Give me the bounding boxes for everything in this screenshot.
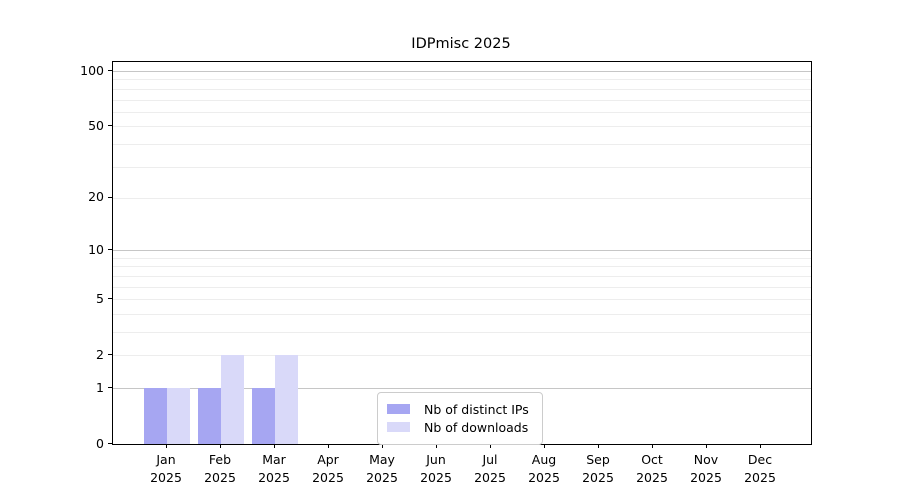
gridline-minor: [113, 111, 811, 113]
x-tick-month: Feb: [208, 452, 232, 467]
legend-swatch-distinct-ips: [387, 404, 410, 414]
y-tick-mark: [108, 354, 112, 356]
y-tick-label: 100: [80, 62, 104, 78]
x-tick-label: Dec 2025: [744, 451, 776, 487]
x-tick-label: May 2025: [366, 451, 398, 487]
x-tick-mark: [598, 444, 600, 448]
gridline-minor: [113, 355, 811, 357]
x-tick-label: Sep 2025: [582, 451, 614, 487]
plot-area: [112, 61, 812, 445]
gridline-major: [113, 250, 811, 252]
y-tick-mark: [108, 298, 112, 300]
x-tick-mark: [166, 444, 168, 448]
chart-title: IDPmisc 2025: [411, 36, 511, 52]
x-tick-label: Aug 2025: [528, 451, 560, 487]
x-tick-label: Feb 2025: [204, 451, 236, 487]
gridline-minor: [113, 266, 811, 268]
y-tick-label: 50: [88, 117, 104, 133]
gridline-minor: [113, 79, 811, 81]
x-tick-month: Dec: [747, 452, 773, 467]
x-tick-label: Jan 2025: [150, 451, 182, 487]
x-tick-mark: [544, 444, 546, 448]
y-tick-label: 5: [96, 290, 104, 306]
x-tick-month: Jan: [156, 452, 176, 467]
x-tick-month: May: [369, 452, 395, 467]
legend-label-distinct-ips: Nb of distinct IPs: [424, 401, 529, 417]
x-tick-month: Aug: [531, 452, 557, 467]
x-tick-month: Mar: [262, 452, 286, 467]
x-tick-year: 2025: [528, 470, 560, 486]
gridline-minor: [113, 275, 811, 277]
gridline-minor: [113, 332, 811, 333]
y-tick-label: 2: [96, 346, 104, 362]
gridline-minor: [113, 126, 811, 128]
x-tick-month: Nov: [693, 452, 719, 467]
x-tick-year: 2025: [582, 470, 614, 486]
y-tick-mark: [108, 70, 112, 72]
x-tick-label: Jun 2025: [420, 451, 452, 487]
x-tick-year: 2025: [474, 470, 506, 486]
gridline-minor: [113, 286, 811, 288]
x-tick-year: 2025: [744, 470, 776, 486]
gridline-minor: [113, 88, 811, 90]
x-tick-label: Nov 2025: [690, 451, 722, 487]
bar-distinct-ips-mar: [252, 388, 275, 444]
y-tick-mark: [108, 196, 112, 199]
gridline-minor: [113, 197, 811, 199]
x-tick-year: 2025: [258, 470, 290, 486]
x-tick-mark: [328, 444, 330, 448]
x-tick-year: 2025: [636, 470, 668, 486]
y-tick-mark: [108, 125, 112, 127]
gridline-minor: [113, 166, 811, 168]
x-tick-mark: [382, 444, 384, 448]
gridline-major: [113, 388, 811, 389]
x-tick-year: 2025: [204, 470, 236, 486]
legend: Nb of distinct IPs Nb of downloads: [377, 392, 543, 445]
x-tick-mark: [220, 444, 222, 448]
x-tick-year: 2025: [420, 470, 452, 486]
gridline-minor: [113, 99, 811, 101]
x-tick-year: 2025: [690, 470, 722, 486]
y-tick-label: 20: [88, 189, 104, 205]
x-tick-month: Oct: [641, 452, 663, 467]
x-tick-mark: [274, 444, 276, 448]
y-tick-label: 0: [96, 435, 104, 451]
gridline-minor: [113, 313, 811, 315]
x-tick-year: 2025: [312, 470, 344, 486]
gridline-minor: [113, 299, 811, 301]
y-tick-mark: [108, 249, 112, 251]
y-tick-mark: [108, 443, 112, 445]
x-tick-month: Sep: [586, 452, 610, 467]
bar-downloads-mar: [275, 355, 298, 444]
x-tick-month: Jun: [426, 452, 446, 467]
bar-distinct-ips-jan: [144, 388, 167, 444]
x-tick-month: Apr: [317, 452, 339, 467]
y-tick-label: 1: [96, 379, 104, 395]
bar-distinct-ips-feb: [198, 388, 221, 444]
x-tick-label: Oct 2025: [636, 451, 668, 487]
x-tick-label: Jul 2025: [474, 451, 506, 487]
bar-downloads-feb: [221, 355, 244, 444]
x-tick-label: Mar 2025: [258, 451, 290, 487]
x-tick-mark: [760, 444, 762, 448]
gridline-major: [113, 71, 811, 72]
x-tick-month: Jul: [482, 452, 498, 467]
gridline-minor: [113, 143, 811, 145]
x-tick-year: 2025: [366, 470, 398, 486]
x-tick-mark: [436, 444, 438, 448]
y-tick-mark: [108, 387, 112, 389]
x-tick-year: 2025: [150, 470, 182, 486]
x-tick-mark: [490, 444, 492, 448]
x-tick-mark: [652, 444, 654, 448]
x-tick-label: Apr 2025: [312, 451, 344, 487]
y-tick-label: 10: [88, 241, 104, 257]
gridline-minor: [113, 257, 811, 259]
bar-downloads-jan: [167, 388, 190, 444]
legend-row-downloads: Nb of downloads: [387, 419, 532, 435]
x-tick-mark: [706, 444, 708, 448]
legend-row-distinct-ips: Nb of distinct IPs: [387, 401, 532, 417]
legend-label-downloads: Nb of downloads: [424, 419, 529, 435]
legend-swatch-downloads: [387, 422, 410, 432]
